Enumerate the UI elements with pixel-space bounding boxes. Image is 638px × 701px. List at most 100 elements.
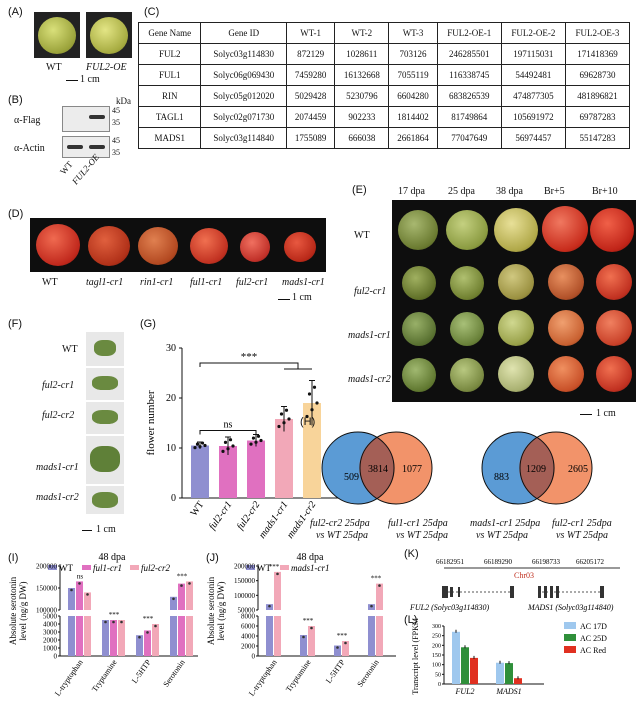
data-point: [312, 385, 317, 389]
legend-label: ful2-cr2: [141, 563, 170, 573]
data-point: [195, 442, 200, 446]
data-point: [198, 444, 202, 449]
data-point: [188, 582, 191, 585]
col-wt3: WT-3: [388, 22, 438, 44]
gene-locus-diagram: 66182951 66189290 66198733 66205172 Chr0…: [409, 558, 620, 612]
data-point: [251, 436, 256, 440]
sig-annotation: ***: [177, 572, 188, 580]
panel-d-scale: 1 cm: [292, 292, 312, 303]
panel-g-label: (G): [140, 318, 156, 330]
table-cell: 77047649: [436, 127, 502, 149]
col-wt1: WT-1: [285, 22, 336, 44]
ns-annotation: ns: [224, 420, 233, 431]
sig-annotation: ns: [77, 572, 84, 580]
venn1-mid-count: 3814: [368, 464, 388, 475]
data-point: [221, 449, 225, 453]
sig-annotation: ***: [303, 617, 314, 625]
x-tick-label: L-5HTP: [324, 658, 347, 685]
data-point: [172, 597, 175, 601]
bar-Serotonin-WT: [170, 616, 177, 656]
data-point: [287, 417, 291, 421]
y-tick-label: 0: [54, 653, 58, 661]
legend-label: mads1-cr1: [291, 563, 330, 573]
sig-bracket: [199, 362, 299, 369]
table-header-row: Gene Name Gene ID WT-1 WT-2 WT-3 FUL2-OE…: [137, 22, 631, 44]
genotype-mads1: mads1-cr1: [282, 277, 325, 288]
col-wt2: WT-2: [334, 22, 390, 44]
sig-annotation: ***: [269, 563, 280, 571]
y-tick-label: 150: [432, 653, 441, 659]
gene-expression-table: Gene Name Gene ID WT-1 WT-2 WT-3 FUL2-OE…: [137, 22, 631, 149]
panel-j-label: (J): [206, 552, 219, 564]
venn2-caption-left-1: mads1-cr1 25dpa: [470, 518, 541, 529]
ful2-oe-fruit-photo: [86, 12, 132, 58]
data-point: [223, 440, 228, 444]
venn-diagrams: 509 3814 1077 883 1209 2605: [321, 431, 593, 505]
data-point: [254, 440, 258, 444]
y-tick-label: 100000: [36, 607, 58, 615]
y-axis-label: level (ng/g DW): [18, 582, 28, 641]
table-cell: 81749864: [436, 106, 502, 128]
x-tick-label: ful2-cr1: [207, 499, 234, 532]
panel-b-label: (B): [8, 94, 23, 106]
table-cell: 69628730: [564, 64, 631, 86]
bar-L-5HTP-ful2-cr2: [152, 624, 159, 656]
y-tick-label: 4000: [241, 633, 256, 641]
data-point: [78, 582, 81, 585]
bar-ful2-cr2: [247, 440, 265, 498]
legend-swatch: [48, 565, 57, 570]
panel-a-label: (A): [8, 6, 23, 18]
table-cell: 474877305: [500, 85, 566, 107]
bar-top: [376, 583, 383, 610]
legend-swatch: [246, 565, 255, 570]
data-point: [256, 434, 261, 438]
bar-FUL2-AC Red: [470, 657, 478, 684]
table-cell: 481896821: [564, 85, 631, 107]
marker-45: 45: [112, 106, 120, 115]
x-tick-label: Tryptamine: [90, 658, 119, 694]
table-cell: 56974457: [500, 127, 566, 149]
y-tick-label: 200000: [36, 563, 58, 571]
bar-top: [178, 583, 185, 610]
genotype-ful1: ful1-cr1: [190, 277, 223, 288]
f-row-ful2cr2: ful2-cr2: [42, 410, 75, 421]
fruit-genotype-photo: [30, 218, 326, 272]
legend-swatch: [280, 565, 289, 570]
x-tick-label: Tryptamine: [284, 658, 313, 694]
bar-WT: [191, 445, 209, 498]
bar-FUL2-AC 17D: [452, 631, 460, 684]
genotype-wt: WT: [42, 277, 58, 288]
data-point: [203, 443, 207, 448]
data-point: [307, 392, 312, 396]
panel-d-label: (D): [8, 208, 24, 220]
data-point: [104, 620, 107, 624]
y-tick-label: 20: [166, 393, 176, 404]
col-oe1: FUL2-OE-1: [436, 22, 502, 44]
f-row-ful2cr1: ful2-cr1: [42, 380, 75, 391]
scale-bar: [66, 80, 78, 81]
genotype-tagl1: tagl1-cr1: [86, 277, 124, 288]
stage-38dpa: 38 dpa: [496, 186, 523, 197]
y-tick-label: 100: [432, 663, 441, 669]
blot-row-flag: α-Flag: [14, 115, 41, 126]
table-cell: FUL2: [137, 43, 202, 65]
col-oe2: FUL2-OE-2: [500, 22, 566, 44]
table-cell: 2074459: [285, 106, 336, 128]
transcript-level-chart: 0 50 100 150 200 250 300 Transcript level (FPKM…: [411, 618, 607, 696]
y-tick-label: 0: [171, 493, 176, 504]
table-row: RIN Solyc05g012020 5029428 5230796 6604280 68…: [137, 85, 631, 107]
data-point: [146, 631, 149, 634]
legend-swatch: [130, 565, 139, 570]
venn1-overlap: [359, 437, 395, 499]
data-point: [305, 414, 309, 419]
panel-l-label: (L): [404, 614, 418, 626]
stage-br5: Br+5: [544, 186, 565, 197]
panel-k-label: (K): [404, 548, 419, 560]
venn2-left-count: 883: [494, 472, 509, 483]
table-row: FUL1 Solyc06g069430 7459280 16132668 7055119…: [137, 64, 631, 86]
y-tick-label: 250: [432, 634, 441, 640]
bar-FUL2-AC 25D: [461, 647, 469, 684]
wt-fruit-photo: [34, 12, 80, 58]
gene2-label: MADS1 (Solyc03g114840): [527, 603, 614, 612]
